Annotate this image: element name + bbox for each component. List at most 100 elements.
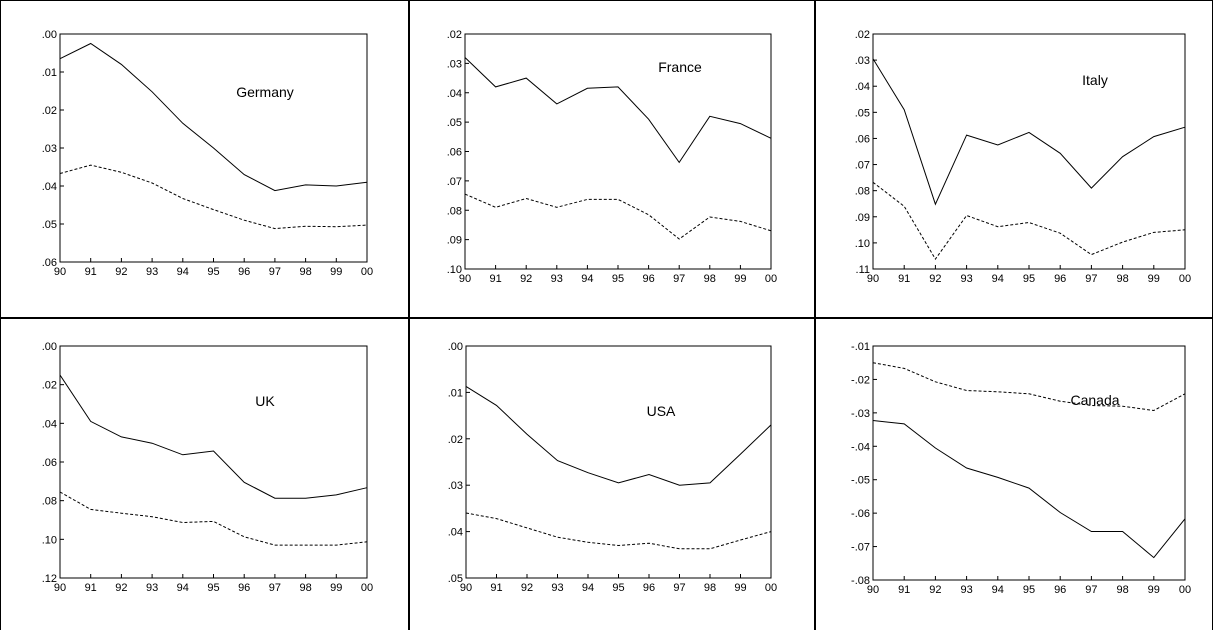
canada-ytick-label-4: -.05 — [851, 475, 870, 487]
uk-xtick-label-1: 91 — [85, 582, 97, 594]
usa-ytick-label-4: .04 — [448, 527, 463, 539]
germany-xtick-label-6: 96 — [238, 266, 250, 278]
italy-xtick-label-8: 98 — [1116, 273, 1128, 285]
canada-xtick-label-8: 98 — [1116, 584, 1128, 596]
italy-ytick-label-9: .11 — [856, 264, 870, 276]
italy-series-dashed-line — [872, 181, 1186, 261]
canada-xtick-label-0: 90 — [867, 584, 879, 596]
germany-xtick-label-8: 98 — [299, 266, 311, 278]
canada-xtick-label-5: 95 — [1023, 584, 1035, 596]
france-xtick-label-8: 98 — [704, 273, 716, 285]
germany-xtick-label-1: 91 — [85, 266, 97, 278]
uk-ytick-label-5: .10 — [42, 534, 57, 546]
germany-chart-title: Germany — [236, 84, 294, 100]
france-xtick-label-2: 92 — [520, 273, 532, 285]
canada-xtick-label-10: 00 — [1179, 584, 1191, 596]
germany-series-solid-line — [59, 42, 368, 192]
uk-xtick-label-4: 94 — [177, 582, 189, 594]
canada-xtick-label-3: 93 — [960, 584, 972, 596]
france-ytick-label-3: .05 — [447, 117, 462, 129]
uk-series-dashed-line — [59, 491, 368, 546]
uk-xtick-label-5: 95 — [207, 582, 219, 594]
italy-ytick-label-3: .05 — [855, 107, 870, 119]
usa-xtick-label-4: 94 — [582, 582, 594, 594]
france-ytick-label-5: .07 — [447, 176, 462, 188]
france-plot-frame — [464, 33, 772, 270]
uk-xtick-label-0: 90 — [54, 582, 66, 594]
italy-ytick-label-2: .04 — [855, 81, 870, 93]
canada-series-dashed-line — [872, 362, 1186, 412]
usa-series-solid-line — [465, 385, 772, 486]
italy-xtick-label-1: 91 — [898, 273, 910, 285]
france-xtick-label-10: 00 — [765, 273, 777, 285]
italy-xtick-label-7: 97 — [1085, 273, 1097, 285]
italy-xtick-label-0: 90 — [867, 273, 879, 285]
uk-chart-title: UK — [255, 393, 275, 409]
uk-xtick-label-9: 99 — [330, 582, 342, 594]
uk-xtick-label-10: 00 — [361, 582, 373, 594]
italy-xtick-label-6: 96 — [1054, 273, 1066, 285]
france-xtick-label-3: 93 — [551, 273, 563, 285]
italy-ytick-label-8: .10 — [855, 238, 870, 250]
usa-xtick-label-5: 95 — [612, 582, 624, 594]
uk-ytick-label-0: .00 — [42, 341, 57, 353]
italy-ytick-label-1: .03 — [855, 55, 870, 67]
france-xtick-label-4: 94 — [581, 273, 593, 285]
germany-ytick-label-6: .06 — [42, 257, 57, 269]
canada-xtick-label-4: 94 — [992, 584, 1004, 596]
italy-ytick-label-0: .02 — [855, 29, 870, 41]
usa-plot-frame — [465, 345, 772, 579]
uk-xtick-label-6: 96 — [238, 582, 250, 594]
france-chart-title: France — [658, 59, 702, 75]
usa-xtick-label-3: 93 — [551, 582, 563, 594]
usa-series-dashed-line — [465, 512, 772, 550]
uk-xtick-label-8: 98 — [299, 582, 311, 594]
germany-xtick-label-0: 90 — [54, 266, 66, 278]
italy-xtick-label-3: 93 — [960, 273, 972, 285]
italy-ytick-label-4: .06 — [855, 133, 870, 145]
italy-plot-frame — [872, 33, 1186, 270]
canada-ytick-label-7: -.08 — [851, 575, 870, 587]
canada-ytick-label-6: -.07 — [851, 542, 870, 554]
germany-xtick-label-7: 97 — [269, 266, 281, 278]
usa-xtick-label-1: 91 — [490, 582, 502, 594]
france-ytick-label-4: .06 — [447, 147, 462, 159]
france-ytick-label-1: .03 — [447, 58, 462, 70]
usa-xtick-label-0: 90 — [460, 582, 472, 594]
france-xtick-label-9: 99 — [734, 273, 746, 285]
usa-ytick-label-1: .01 — [448, 387, 463, 399]
canada-xtick-label-7: 97 — [1085, 584, 1097, 596]
usa-ytick-label-3: .03 — [448, 480, 463, 492]
canada-ytick-label-1: -.02 — [851, 374, 870, 386]
canada-ytick-label-2: -.03 — [851, 408, 870, 420]
canada-xtick-label-6: 96 — [1054, 584, 1066, 596]
italy-series-solid-line — [872, 58, 1186, 206]
canada-series-solid-line — [872, 420, 1186, 559]
usa-chart-title: USA — [647, 403, 676, 419]
germany-series-dashed-line — [59, 164, 368, 230]
germany-ytick-label-0: .00 — [42, 29, 57, 41]
germany-xtick-label-10: 00 — [361, 266, 373, 278]
uk-ytick-label-2: .04 — [42, 418, 57, 430]
germany-xtick-label-4: 94 — [177, 266, 189, 278]
canada-chart-title: Canada — [1070, 392, 1119, 408]
france-ytick-label-2: .04 — [447, 88, 462, 100]
france-xtick-label-7: 97 — [673, 273, 685, 285]
france-ytick-label-0: .02 — [447, 29, 462, 41]
canada-xtick-label-2: 92 — [929, 584, 941, 596]
canada-ytick-label-3: -.04 — [851, 441, 870, 453]
usa-xtick-label-7: 97 — [673, 582, 685, 594]
usa-xtick-label-8: 98 — [704, 582, 716, 594]
france-xtick-label-1: 91 — [489, 273, 501, 285]
uk-plot-frame — [59, 345, 368, 579]
germany-ytick-label-1: .01 — [42, 67, 57, 79]
france-xtick-label-5: 95 — [612, 273, 624, 285]
uk-series-solid-line — [59, 374, 368, 499]
uk-xtick-label-7: 97 — [269, 582, 281, 594]
uk-ytick-label-6: .12 — [42, 573, 57, 585]
italy-xtick-label-9: 99 — [1148, 273, 1160, 285]
france-series-dashed-line — [464, 193, 772, 240]
italy-ytick-label-6: .08 — [855, 186, 870, 198]
uk-xtick-label-3: 93 — [146, 582, 158, 594]
